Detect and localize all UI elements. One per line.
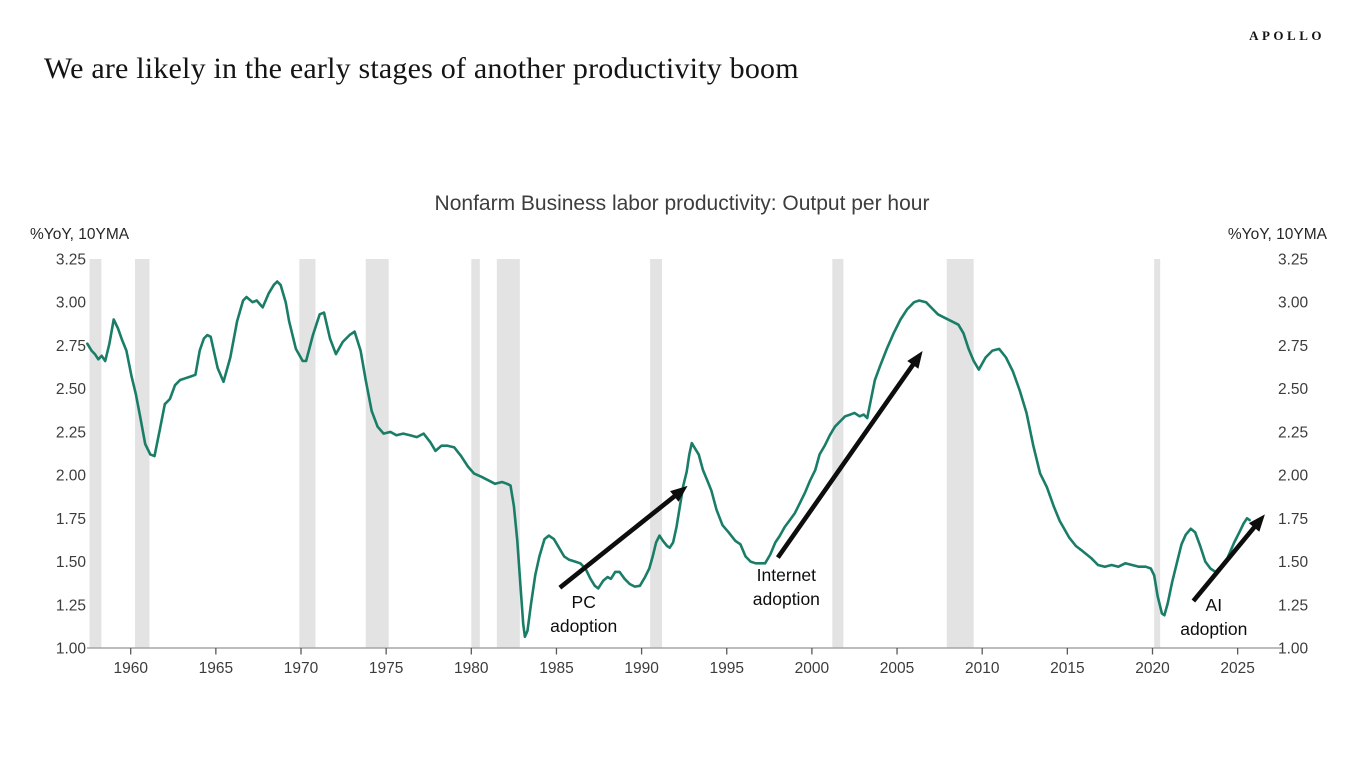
annotation-arrow-head: [670, 485, 688, 502]
recession-band: [471, 259, 480, 648]
y-tick-label-right: 2.75: [1278, 338, 1308, 355]
annotation-text: PC adoption: [550, 592, 617, 636]
y-axis-unit-left: %YoY, 10YMA: [30, 226, 130, 243]
x-tick-label: 2020: [1135, 660, 1170, 677]
recession-bands-layer: [89, 259, 1161, 648]
annotation-arrow-shaft: [1191, 524, 1258, 603]
series-layer: [86, 280, 1251, 639]
y-tick-label-left: 1.75: [56, 511, 86, 528]
y-tick-label-right: 1.25: [1278, 597, 1308, 614]
annotation-text: AI adoption: [1180, 595, 1247, 639]
recession-band: [134, 259, 150, 648]
x-tick-label: 2005: [880, 660, 914, 677]
recession-band: [650, 259, 663, 648]
x-tick-label: 1965: [199, 660, 233, 677]
recession-band: [1154, 259, 1161, 648]
chart-title: Nonfarm Business labor productivity: Out…: [435, 192, 930, 215]
y-tick-label-right: 1.00: [1278, 641, 1309, 658]
annotation-arrow-shaft: [558, 493, 678, 590]
recession-band: [89, 259, 102, 648]
y-tick-label-right: 3.00: [1278, 295, 1309, 312]
y-tick-label-left: 1.00: [56, 641, 87, 658]
y-tick-label-left: 2.75: [56, 338, 86, 355]
page-title: We are likely in the early stages of ano…: [44, 52, 799, 85]
annotation-arrow-head: [907, 350, 923, 369]
labels-layer: 1960 1965 1970 1975 1980 1985 1990 1995 2000 2005…: [56, 252, 1309, 678]
recession-band: [299, 259, 316, 648]
annotation-line: adoption: [1180, 619, 1247, 639]
x-tick-label: 1975: [369, 660, 403, 677]
annotation-line: adoption: [550, 616, 617, 636]
x-tick-label: 2025: [1220, 660, 1254, 677]
productivity-line: [86, 280, 1251, 639]
recession-band: [496, 259, 520, 648]
recession-band: [365, 259, 389, 648]
annotation-arrow-shaft: [775, 361, 916, 559]
apollo-logo: APOLLO: [1249, 28, 1325, 43]
y-tick-label-right: 2.00: [1278, 468, 1309, 485]
y-tick-label-left: 1.50: [56, 554, 87, 571]
y-tick-label-right: 2.25: [1278, 424, 1308, 441]
x-tick-label: 1985: [539, 660, 573, 677]
annotation-arrow-head: [1248, 514, 1265, 532]
annotation-arrows-layer: PC adoption Internet adoption AI adoption: [550, 350, 1265, 639]
y-tick-label-right: 3.25: [1278, 252, 1308, 269]
x-tick-label: 1995: [710, 660, 744, 677]
x-tick-label: 1980: [454, 660, 489, 677]
annotation-text: Internet adoption: [753, 565, 820, 609]
x-tick-label: 2010: [965, 660, 1000, 677]
axis-layer: [87, 647, 1283, 655]
recession-band: [832, 259, 844, 648]
x-tick-label: 1960: [113, 660, 148, 677]
annotation-line: AI: [1206, 595, 1223, 615]
x-tick-label: 1990: [624, 660, 659, 677]
y-tick-label-right: 1.50: [1278, 554, 1309, 571]
y-tick-label-left: 3.25: [56, 252, 86, 269]
recession-band: [946, 259, 974, 648]
y-tick-label-right: 1.75: [1278, 511, 1308, 528]
y-tick-label-left: 2.50: [56, 381, 87, 398]
y-tick-label-left: 1.25: [56, 597, 86, 614]
x-tick-label: 1970: [284, 660, 319, 677]
y-tick-label-left: 3.00: [56, 295, 87, 312]
x-tick-label: 2000: [795, 660, 830, 677]
annotation-line: Internet: [757, 565, 816, 585]
y-tick-label-left: 2.00: [56, 468, 87, 485]
annotation-line: adoption: [753, 589, 820, 609]
annotation-line: PC: [572, 592, 596, 612]
y-axis-unit-right: %YoY, 10YMA: [1228, 226, 1328, 243]
x-tick-label: 2015: [1050, 660, 1084, 677]
y-tick-label-right: 2.50: [1278, 381, 1309, 398]
y-tick-label-left: 2.25: [56, 424, 86, 441]
